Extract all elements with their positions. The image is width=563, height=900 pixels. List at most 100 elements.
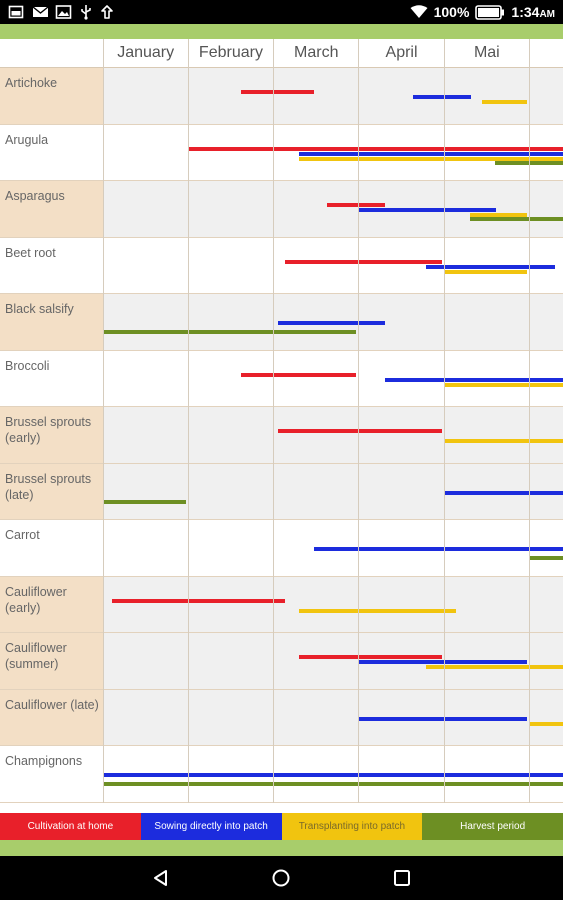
crop-row[interactable]: Asparagus [0,181,563,238]
sowing-bar [444,490,563,495]
clock-ampm: AM [539,9,555,20]
sowing-bar [358,208,497,212]
crop-label: Broccoli [0,350,103,407]
crop-row[interactable]: Beet root [0,237,563,294]
top-strip [0,24,563,39]
crop-label: Asparagus [0,181,103,238]
image-icon [55,5,72,19]
row-divider [0,519,563,520]
cultivation-bar [299,655,442,659]
transplant-bar [299,608,457,613]
month-label: January [117,44,175,61]
row-divider [0,745,563,746]
crop-label: Champignons [0,746,103,803]
harvest-bar [103,330,357,334]
row-divider [0,575,563,577]
row-divider [0,688,563,690]
crop-row[interactable]: Carrot [0,520,563,577]
battery-percent: 100% [433,4,470,20]
cultivation-bar [241,90,314,94]
crop-row[interactable]: Cauliflower (early) [0,576,563,633]
gallery-icon [8,5,24,19]
month-gridline [529,39,530,803]
transplant-bar [444,382,563,387]
row-divider [0,801,563,803]
navigation-bar [0,856,563,900]
harvest-bar [103,499,186,504]
transplant-bar [529,721,563,726]
cultivation-bar [327,203,386,207]
crop-row[interactable]: Brussel sprouts (late) [0,463,563,520]
harvest-bar [469,217,563,221]
sowing-bar [277,321,386,325]
sowing-bar [103,773,563,777]
transplant-bar [299,156,563,161]
month-gridline [273,39,275,803]
cultivation-bar [111,598,285,603]
sowing-bar [385,377,563,382]
crop-label: Arugula [0,124,103,181]
month-label: Mai [473,44,500,61]
crop-timeline [103,68,563,125]
sowing-bar [426,264,556,269]
crop-label: Black salsify [0,294,103,351]
crop-label: Beet root [0,237,103,294]
harvest-bar [103,782,563,786]
upload-icon [101,5,113,19]
cultivation-bar [188,146,563,151]
bottom-strip [0,840,563,856]
month-gridline [358,39,360,803]
month-label: April [385,44,418,61]
month-label: J [530,39,563,68]
calendar-view[interactable]: JanuaryFebruaryMarchAprilMaiJ ArtichokeA… [0,39,563,813]
crop-row[interactable]: Black salsify [0,294,563,351]
crop-timeline [103,407,563,464]
legend-transplant: Transplanting into patch [281,813,423,840]
cultivation-bar [241,372,357,377]
sowing-bar [358,716,527,721]
row-divider [0,349,563,351]
row-divider [0,632,563,633]
crop-row[interactable]: Broccoli [0,350,563,407]
row-divider [0,180,563,181]
month-label: February [198,44,263,61]
crop-row[interactable]: Champignons [0,746,563,803]
cultivation-bar [284,259,442,264]
back-icon[interactable] [151,868,171,888]
legend-sowing: Sowing directly into patch [140,813,282,840]
crop-row[interactable]: Cauliflower (late) [0,689,563,746]
clock-time: 1:34 [511,4,540,20]
crop-row[interactable]: Arugula [0,124,563,181]
row-divider [0,236,563,238]
crop-label: Carrot [0,520,103,577]
month-header: January February March April Mai J [0,39,563,68]
month-gridline [102,39,104,803]
crop-row[interactable]: Cauliflower (summer) [0,633,563,690]
row-divider [0,462,563,464]
legend-harvest: Harvest period [422,813,563,840]
transplant-bar [469,213,527,217]
home-icon[interactable] [271,868,291,888]
crop-row[interactable]: Artichoke [0,68,563,125]
month-gridline [443,39,445,803]
harvest-bar [529,556,563,560]
crop-label: Cauliflower (early) [0,576,103,633]
crop-label: Cauliflower (late) [0,689,103,746]
transplant-bar [444,439,563,443]
crop-row[interactable]: Brussel sprouts (early) [0,407,563,464]
recents-icon[interactable] [392,868,412,888]
crop-label: Brussel sprouts (late) [0,463,103,520]
usb-icon [81,5,91,20]
row-divider [0,406,563,407]
transplant-bar [481,100,527,104]
transplant-bar [426,665,563,669]
month-gridline [187,39,189,803]
crop-label: Artichoke [0,68,103,125]
crop-timeline [103,576,563,633]
row-divider [0,123,563,125]
month-label: March [294,44,339,61]
sowing-bar [313,547,563,551]
legend-cultivation: Cultivation at home [0,813,141,840]
status-bar: 100% 1:34AM [0,0,563,24]
crop-label: Brussel sprouts (early) [0,407,103,464]
